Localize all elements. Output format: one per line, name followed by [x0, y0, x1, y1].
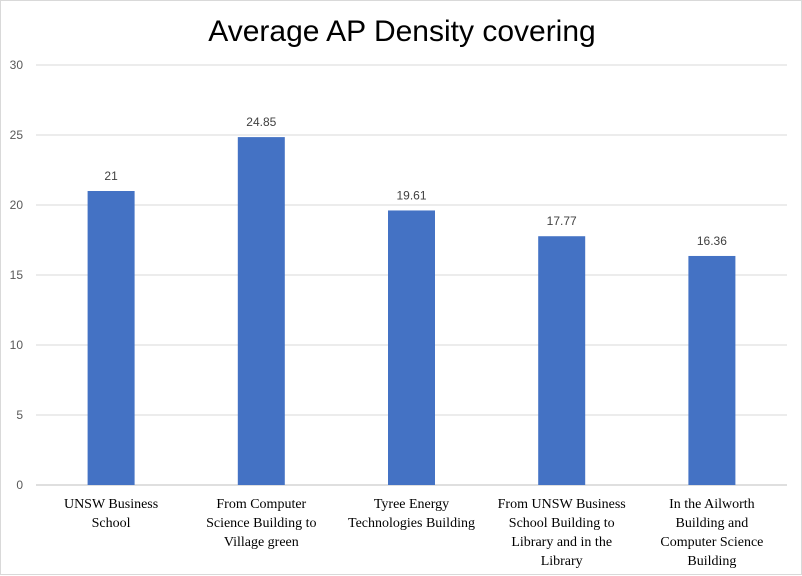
- x-tick-label-line: From Computer: [216, 497, 306, 512]
- data-label: 24.85: [246, 115, 276, 129]
- y-axis-ticks: 0 5 10 15 20 25 30: [10, 58, 24, 492]
- bar: [237, 137, 285, 485]
- x-tick-label: From UNSW Business School Building to Libr…: [498, 497, 626, 569]
- x-tick-label-line: Technologies Building: [348, 516, 475, 531]
- y-tick-label: 25: [10, 128, 24, 142]
- x-tick-label-line: School Building to: [509, 516, 615, 531]
- x-tick-label-line: Library: [541, 554, 583, 569]
- x-tick-label: UNSW Business School: [64, 497, 158, 531]
- y-tick-label: 0: [16, 478, 23, 492]
- y-tick-label: 10: [10, 338, 24, 352]
- x-tick-label-line: Computer Science: [660, 535, 763, 550]
- x-tick-label-line: From UNSW Business: [498, 497, 626, 512]
- data-label: 16.36: [697, 234, 727, 248]
- bar: [688, 255, 736, 485]
- x-tick-label-line: Science Building to: [206, 516, 316, 531]
- bar: [87, 191, 135, 485]
- data-label: 21: [104, 169, 118, 183]
- x-tick-label-line: Building and: [676, 516, 749, 531]
- data-label: 17.77: [547, 214, 577, 228]
- x-tick-label-line: In the Ailworth: [669, 497, 755, 512]
- x-tick-label-line: Village green: [224, 535, 299, 550]
- y-tick-label: 30: [10, 58, 24, 72]
- data-labels: 21 24.85 19.61 17.77 16.36: [104, 115, 727, 248]
- bar: [538, 236, 586, 485]
- y-tick-label: 5: [16, 408, 23, 422]
- x-tick-label: In the Ailworth Building and Computer Scie…: [660, 497, 763, 569]
- y-tick-label: 20: [10, 198, 24, 212]
- chart-title: Average AP Density covering: [208, 15, 595, 48]
- x-tick-label: From Computer Science Building to Village …: [206, 497, 316, 550]
- x-tick-label: Tyree Energy Technologies Building: [348, 497, 475, 531]
- x-tick-label-line: UNSW Business: [64, 497, 158, 512]
- bar: [388, 210, 435, 485]
- x-tick-label-line: School: [92, 516, 131, 531]
- x-axis-ticks: UNSW Business School From Computer Science …: [64, 497, 763, 569]
- x-tick-label-line: Library and in the: [511, 535, 612, 550]
- data-label: 19.61: [396, 188, 426, 202]
- x-tick-label-line: Tyree Energy: [374, 497, 449, 512]
- x-tick-label-line: Building: [687, 554, 736, 569]
- y-tick-label: 15: [10, 268, 24, 282]
- bars: [87, 137, 736, 485]
